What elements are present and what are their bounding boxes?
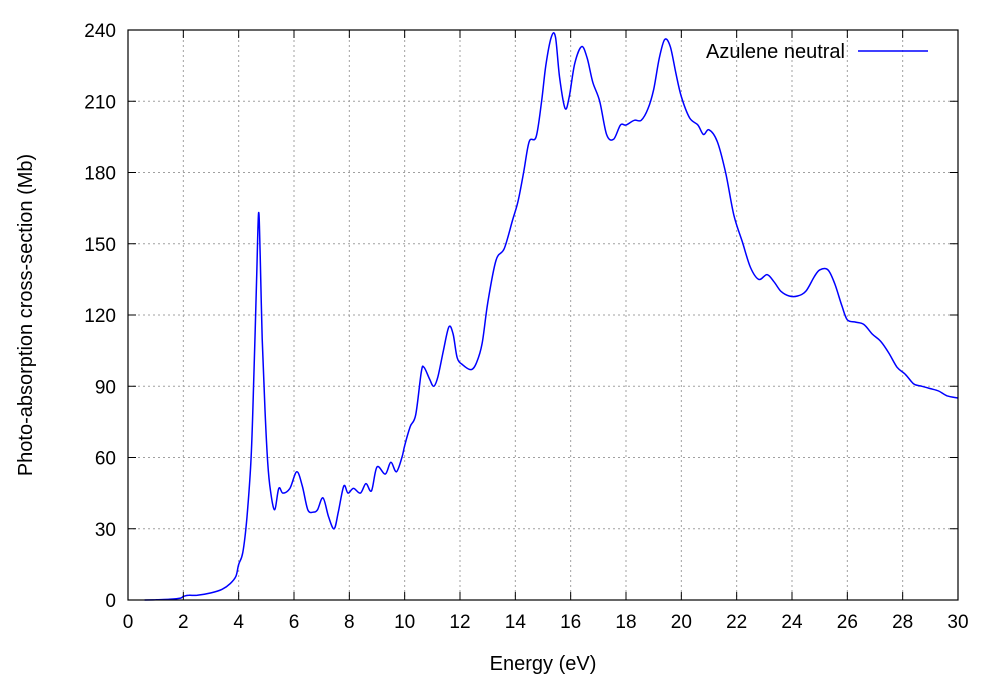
grid-lines: [128, 30, 958, 600]
x-tick-label: 22: [726, 612, 747, 633]
y-tick-label: 240: [84, 21, 116, 42]
y-tick-label: 30: [95, 520, 116, 541]
x-tick-label: 12: [449, 612, 470, 633]
y-tick-label: 210: [84, 92, 116, 113]
x-tick-label: 0: [123, 612, 134, 633]
x-tick-label: 14: [505, 612, 527, 633]
x-axis-label: Energy (eV): [490, 653, 597, 675]
x-tick-label: 26: [837, 612, 858, 633]
x-tick-label: 24: [781, 612, 803, 633]
legend: Azulene neutral: [706, 41, 928, 63]
x-tick-labels: 0 2 4 6 8 10 12 14 16 18 20 22 24 26 28 30: [123, 612, 969, 633]
y-tick-label: 150: [84, 235, 116, 256]
x-tick-label: 6: [289, 612, 300, 633]
legend-label-azulene-neutral: Azulene neutral: [706, 41, 845, 63]
x-tick-label: 28: [892, 612, 913, 633]
y-tick-label: 90: [95, 377, 116, 398]
y-tick-label: 60: [95, 449, 116, 470]
y-tick-label: 0: [105, 591, 116, 612]
series-line-azulene-neutral: [144, 32, 959, 601]
x-tick-label: 16: [560, 612, 581, 633]
y-tick-label: 120: [84, 306, 116, 327]
tick-marks: [127, 29, 959, 601]
x-tick-label: 4: [233, 612, 244, 633]
x-tick-label: 10: [394, 612, 415, 633]
series-layer: [144, 32, 959, 601]
y-axis-label: Photo-absorption cross-section (Mb): [15, 154, 37, 476]
x-tick-label: 30: [947, 612, 968, 633]
y-tick-labels: 0 30 60 90 120 150 180 210 240: [84, 21, 116, 612]
x-tick-label: 8: [344, 612, 355, 633]
x-tick-label: 20: [671, 612, 692, 633]
x-tick-label: 18: [615, 612, 636, 633]
y-tick-label: 180: [84, 164, 116, 185]
x-tick-label: 2: [178, 612, 189, 633]
